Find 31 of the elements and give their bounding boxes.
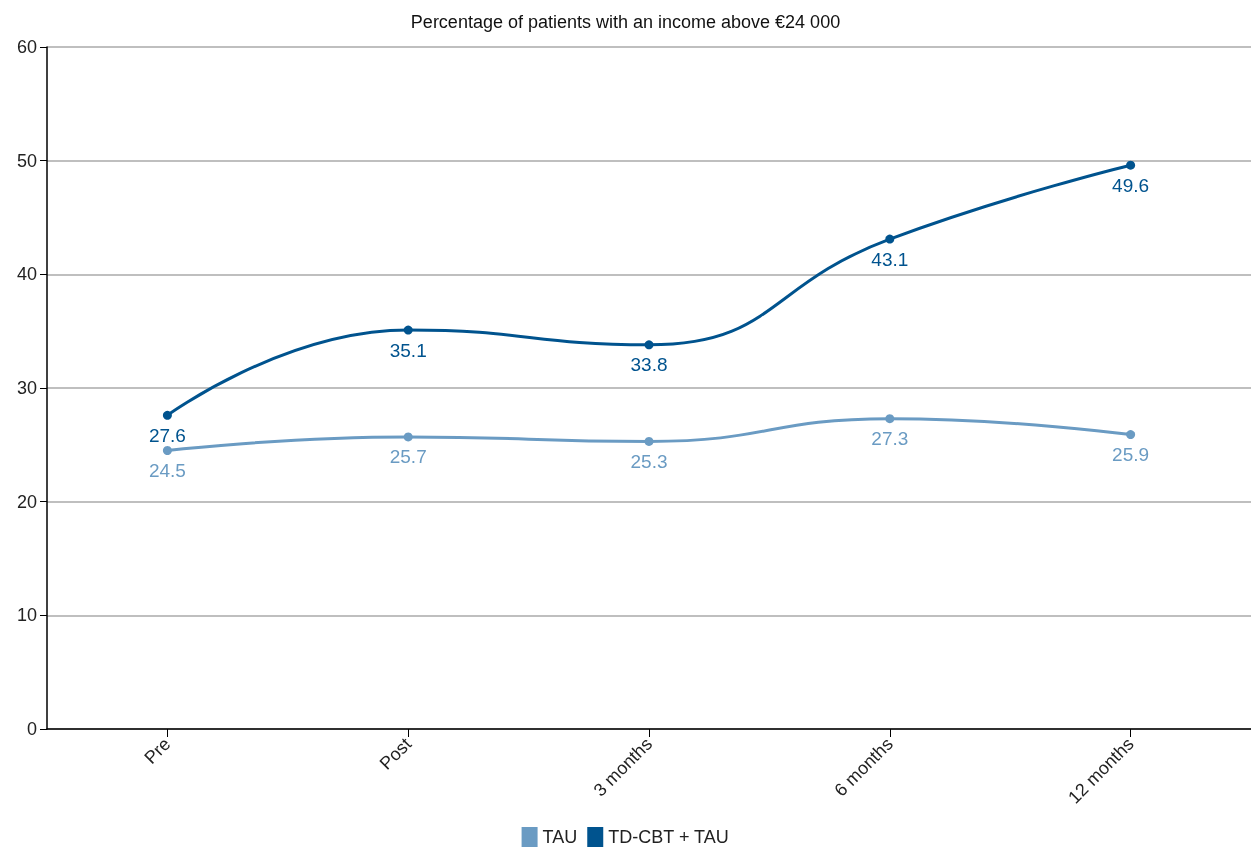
y-tick-label: 30 <box>16 378 37 398</box>
point <box>162 410 172 420</box>
y-tick-label: 20 <box>16 491 37 512</box>
data-label: 27.3 <box>871 428 909 450</box>
point <box>403 325 413 335</box>
legend-label: TD-CBT + TAU <box>608 827 729 847</box>
point <box>1126 430 1136 440</box>
y-tick-label: 0 <box>26 719 37 739</box>
point <box>403 432 413 442</box>
data-label: 25.7 <box>389 446 427 468</box>
chart-title: Percentage of patients with an income above €24 000 <box>410 12 841 32</box>
x-tick-label: Pre <box>140 733 175 768</box>
data-label: 25.9 <box>1112 444 1150 466</box>
data-label: 49.6 <box>1112 174 1150 196</box>
point <box>644 340 654 350</box>
point <box>885 234 895 244</box>
y-tick-label: 50 <box>16 150 37 171</box>
data-label: 43.1 <box>871 248 909 270</box>
data-label: 27.6 <box>148 424 186 446</box>
y-tick-label: 10 <box>16 605 37 626</box>
y-tick-label: 60 <box>16 37 37 57</box>
data-label: 25.3 <box>630 450 668 472</box>
legend-label: TAU <box>542 827 578 847</box>
point <box>162 446 172 456</box>
point <box>1126 160 1136 170</box>
y-tick-label: 40 <box>16 264 37 285</box>
data-label: 35.1 <box>389 339 427 361</box>
data-label: 24.5 <box>148 460 186 482</box>
data-label: 33.8 <box>630 354 668 376</box>
point <box>885 414 895 424</box>
point <box>644 436 654 446</box>
